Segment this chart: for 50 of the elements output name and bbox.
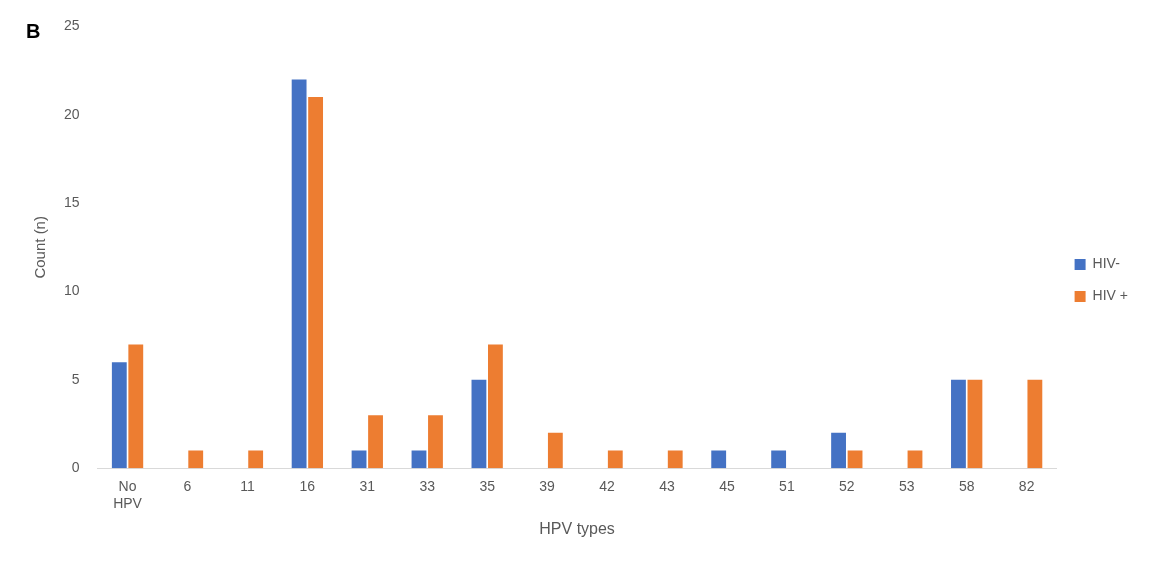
y-tick-label: 0	[71, 459, 80, 476]
bar	[1027, 379, 1043, 469]
bar	[847, 450, 863, 469]
x-tick-label: 11	[240, 478, 255, 495]
y-tick-label: 20	[63, 105, 80, 122]
y-tick-label: 25	[63, 17, 80, 34]
bar	[667, 450, 683, 469]
x-tick-label: 35	[479, 478, 496, 495]
x-tick-label: 52	[839, 478, 855, 495]
x-tick-label: 6	[183, 478, 192, 495]
bar	[411, 450, 427, 469]
bar	[308, 97, 324, 469]
x-axis-title: HPV types	[539, 519, 615, 537]
bar	[547, 432, 563, 469]
x-tick-label: 31	[359, 478, 376, 495]
y-axis-title: Count (n)	[31, 216, 49, 279]
legend-label: HIV +	[1092, 287, 1128, 304]
y-tick-label: 5	[71, 370, 80, 387]
bar	[291, 79, 307, 469]
bar	[248, 450, 264, 469]
bar	[368, 415, 383, 469]
bar	[128, 344, 144, 469]
x-tick-label: 33	[419, 478, 436, 495]
y-tick-label: 10	[63, 282, 80, 299]
bar	[711, 450, 727, 469]
bar	[471, 379, 487, 469]
bar	[831, 432, 846, 469]
bar	[967, 379, 983, 469]
x-tick-label: 43	[659, 478, 675, 495]
bar	[951, 379, 966, 469]
x-tick-label: 51	[779, 478, 795, 495]
bar	[111, 362, 127, 469]
x-tick-label: No HPV	[113, 478, 143, 512]
bar	[488, 344, 503, 469]
bar	[771, 450, 787, 469]
x-tick-label: 42	[599, 478, 616, 495]
x-tick-label: 39	[539, 478, 556, 495]
bar	[428, 415, 443, 469]
text: B	[26, 19, 41, 42]
bar	[351, 450, 367, 469]
bar	[607, 450, 623, 469]
bar	[188, 450, 204, 469]
legend-label: HIV-	[1092, 255, 1121, 272]
x-tick-label: 16	[299, 478, 316, 495]
x-tick-label: 53	[898, 478, 915, 495]
bar	[907, 450, 923, 469]
x-tick-label: 58	[958, 478, 975, 495]
x-tick-label: 82	[1018, 478, 1035, 495]
x-tick-label: 45	[719, 478, 735, 495]
y-tick-label: 15	[63, 193, 80, 210]
